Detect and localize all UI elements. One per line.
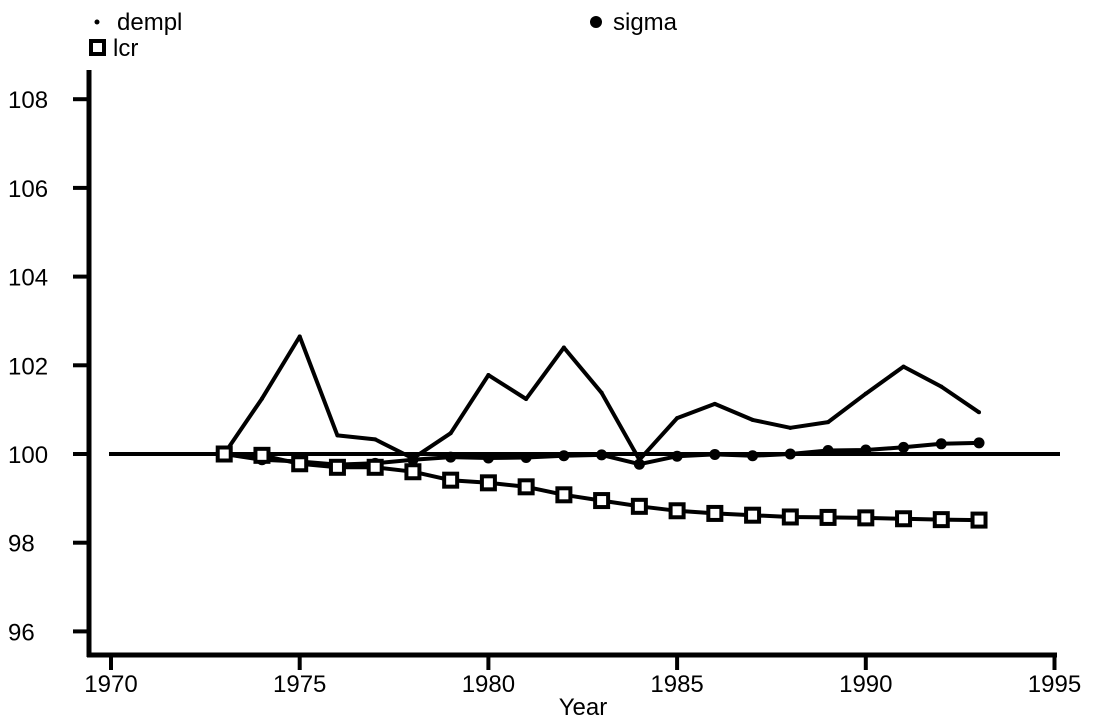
series-lcr-point-1990	[857, 509, 875, 527]
series-dempl-point-1990	[863, 391, 868, 396]
series-sigma-point-1989	[822, 444, 834, 456]
series-lcr-point-1983	[593, 492, 611, 510]
x-tick-label-1985: 1985	[650, 671, 703, 698]
series-lcr-point-1987	[744, 506, 762, 524]
series-sigma-point-1987	[747, 450, 759, 462]
series-lcr-point-1988	[781, 508, 799, 526]
series-dempl-point-1988	[788, 425, 793, 430]
series-dempl-point-1976	[335, 433, 340, 438]
series-sigma-point-1983	[596, 449, 608, 461]
y-tick-label-108: 108	[8, 87, 48, 114]
axes: 96 98 100 102 104 106 108 1970 1975 1980 1985 1990 1…	[8, 70, 1081, 698]
legend-lcr-square-marker	[89, 39, 106, 56]
series-sigma-point-1993	[973, 437, 985, 449]
legend-item-sigma: sigma	[590, 9, 678, 36]
series-dempl-point-1983	[599, 390, 604, 395]
x-tick-label-1975: 1975	[273, 671, 326, 698]
legend-dempl-dot-marker	[94, 19, 100, 25]
series-dempl-point-1993	[977, 410, 982, 415]
y-tick-label-104: 104	[8, 265, 48, 292]
series-lcr-point-1979	[442, 471, 460, 489]
series-lcr-point-1977	[366, 458, 384, 476]
series-sigma-point-1986	[709, 448, 721, 460]
series-sigma-point-1984	[633, 458, 645, 470]
series-sigma-point-1982	[558, 450, 570, 462]
series-sigma-point-1988	[784, 448, 796, 460]
series-sigma-point-1992	[935, 438, 947, 450]
x-tick-label-1980: 1980	[462, 671, 515, 698]
series-dempl-point-1985	[675, 416, 680, 421]
series-lcr-point-1978	[404, 463, 422, 481]
series-lcr-point-1982	[555, 486, 573, 504]
legend-dempl-label: dempl	[117, 9, 182, 36]
series-lcr-point-1984	[630, 497, 648, 515]
series-dempl-point-1975	[297, 334, 302, 339]
series-dempl-point-1987	[750, 417, 755, 422]
legend: dempl sigma lcr	[89, 9, 678, 62]
series-dempl-point-1980	[486, 373, 491, 378]
series-sigma-point-1979	[445, 451, 457, 463]
series-sigma-point-1990	[860, 444, 872, 456]
series-dempl	[222, 334, 982, 462]
series-dempl-point-1992	[939, 384, 944, 389]
x-tick-label-1995: 1995	[1028, 671, 1081, 698]
series-lcr-point-1981	[517, 478, 535, 496]
series-dempl-point-1982	[561, 345, 566, 350]
series-lcr-point-1986	[706, 504, 724, 522]
series-dempl-line	[222, 334, 981, 462]
legend-sigma-circle-marker	[590, 16, 602, 28]
y-tick-label-98: 98	[8, 531, 35, 558]
x-axis-title: Year	[559, 694, 608, 721]
y-tick-label-100: 100	[8, 442, 48, 469]
legend-sigma-label: sigma	[613, 9, 678, 36]
series-lcr-point-1992	[932, 511, 950, 529]
series-dempl-point-1991	[901, 364, 906, 369]
series-lcr-point-1976	[328, 458, 346, 476]
series-dempl-point-1981	[524, 397, 529, 402]
x-tick-label-1970: 1970	[84, 671, 137, 698]
series-sigma-point-1985	[671, 450, 683, 462]
series-sigma-point-1991	[898, 441, 910, 453]
series-sigma-point-1980	[482, 452, 494, 464]
series-sigma-point-1978	[407, 454, 419, 466]
series-lcr	[215, 445, 988, 529]
series-lcr-point-1993	[970, 511, 988, 529]
x-tick-label-1990: 1990	[839, 671, 892, 698]
series-dempl-point-1974	[259, 396, 264, 401]
y-tick-label-96: 96	[8, 619, 35, 646]
legend-item-lcr: lcr	[89, 35, 138, 62]
series-lcr-point-1975	[291, 455, 309, 473]
series-lcr-point-1989	[819, 508, 837, 526]
series-dempl-point-1977	[373, 437, 378, 442]
series-sigma-point-1981	[520, 452, 532, 464]
y-tick-label-102: 102	[8, 353, 48, 380]
series-lcr-point-1991	[895, 510, 913, 528]
series-lcr-point-1973	[215, 445, 233, 463]
series-dempl-point-1989	[826, 420, 831, 425]
series-lcr-point-1974	[253, 446, 271, 464]
series-group	[215, 334, 988, 529]
series-dempl-point-1986	[712, 401, 717, 406]
legend-lcr-label: lcr	[113, 35, 138, 62]
y-tick-label-106: 106	[8, 176, 48, 203]
series-lcr-point-1980	[479, 474, 497, 492]
series-dempl-point-1979	[448, 431, 453, 436]
legend-item-dempl: dempl	[94, 9, 182, 36]
series-lcr-point-1985	[668, 502, 686, 520]
